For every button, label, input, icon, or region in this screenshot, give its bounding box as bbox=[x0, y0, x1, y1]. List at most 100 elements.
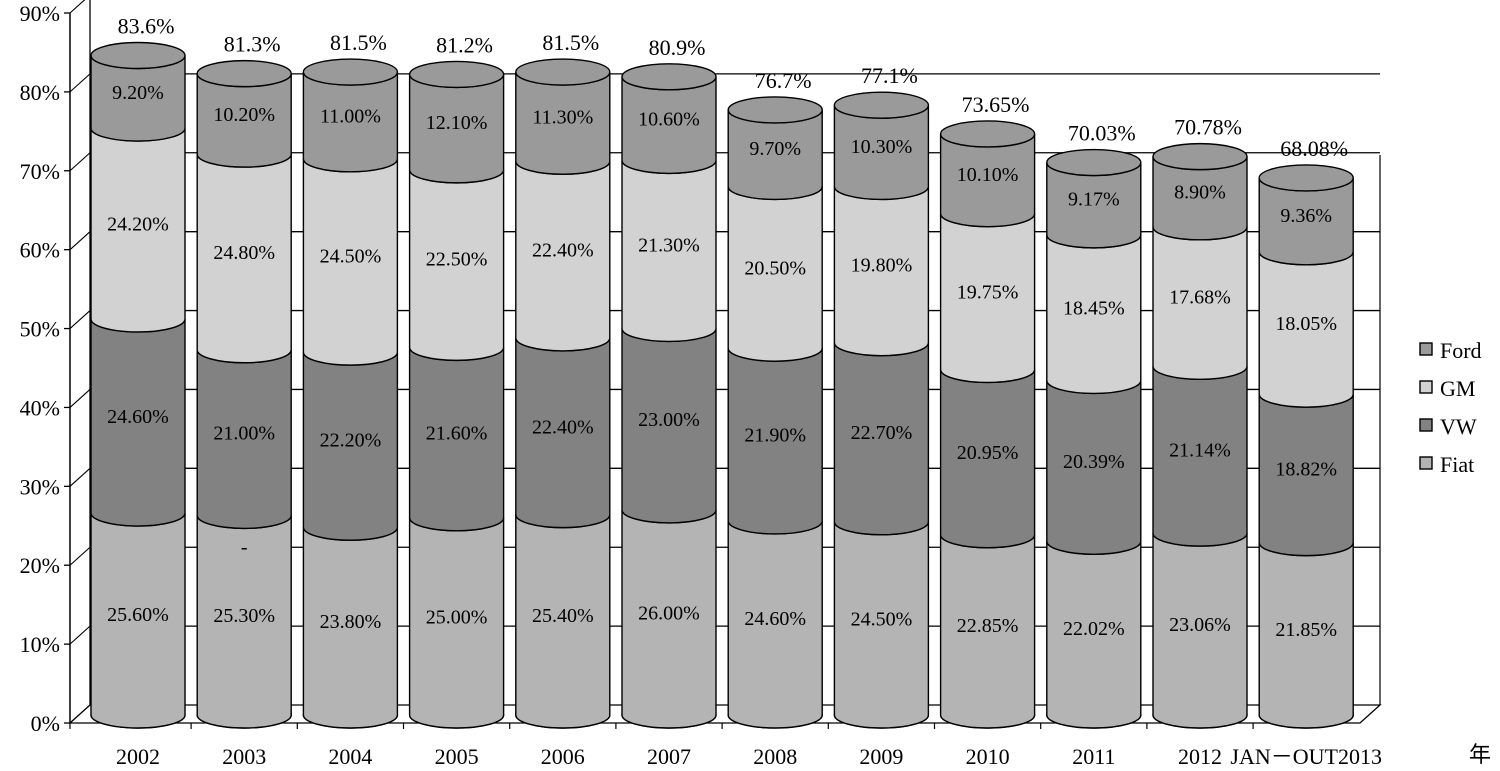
x-tick-label: 2004 bbox=[328, 744, 372, 769]
cylinder-top bbox=[196, 59, 292, 88]
y-depth-tick-2 bbox=[69, 546, 91, 566]
cylinder-top bbox=[515, 58, 611, 86]
data-label-vw: 21.14% bbox=[1169, 440, 1231, 462]
data-label-ford: 10.20% bbox=[213, 104, 275, 126]
data-label-vw: 22.20% bbox=[320, 430, 382, 452]
data-label-gm: 19.75% bbox=[957, 282, 1019, 304]
data-label-fiat: 25.00% bbox=[426, 606, 488, 628]
data-label-fiat: 24.60% bbox=[744, 608, 806, 630]
data-label-fiat: 22.02% bbox=[1063, 618, 1125, 640]
cylinder-top bbox=[727, 96, 823, 124]
data-label-ford: 10.10% bbox=[957, 164, 1019, 186]
data-label-fiat: 25.40% bbox=[532, 605, 594, 627]
x-axis-label: 年 bbox=[1469, 742, 1491, 767]
data-label-fiat: 23.80% bbox=[320, 611, 382, 633]
y-depth-tick-5 bbox=[69, 310, 91, 329]
y-tick-label: 20% bbox=[20, 553, 60, 578]
data-label-vw: 21.60% bbox=[426, 423, 488, 445]
y-depth-tick-4 bbox=[69, 389, 91, 408]
data-label-gm: 18.05% bbox=[1275, 313, 1337, 335]
data-label-ford: 9.36% bbox=[1280, 205, 1332, 227]
labels: 25.60% 24.60% 24.20% 9.20% 83.6% 25.30% 21.00%… bbox=[107, 13, 1348, 640]
data-label-vw: 21.90% bbox=[744, 425, 806, 447]
data-label-ford: 11.00% bbox=[320, 105, 381, 127]
cylinder-top bbox=[621, 63, 717, 91]
data-label-fiat: 22.85% bbox=[957, 615, 1019, 637]
data-label-vw: 20.39% bbox=[1063, 451, 1125, 473]
cylinder-top bbox=[90, 41, 186, 70]
bars bbox=[90, 41, 1354, 729]
data-label-ford: 10.60% bbox=[638, 109, 700, 131]
y-depth-tick-9 bbox=[69, 0, 86, 14]
annotation-mark: - bbox=[241, 536, 248, 558]
total-label: 80.9% bbox=[649, 35, 706, 60]
y-depth-tick-8 bbox=[69, 73, 91, 93]
cylinder-top bbox=[302, 58, 399, 86]
data-label-ford: 9.70% bbox=[749, 138, 801, 160]
y-tick-label: 0% bbox=[31, 711, 60, 736]
total-label: 70.03% bbox=[1068, 121, 1136, 146]
data-label-fiat: 25.30% bbox=[213, 605, 275, 627]
data-label-gm: 22.40% bbox=[532, 240, 594, 262]
data-label-ford: 10.30% bbox=[851, 136, 913, 158]
data-label-vw: 24.60% bbox=[107, 406, 169, 428]
total-label: 73.65% bbox=[962, 92, 1030, 117]
y-depth-tick-7 bbox=[69, 152, 91, 172]
cylinder-top bbox=[833, 91, 930, 119]
data-label-gm: 24.20% bbox=[107, 214, 169, 236]
legend-label-fiat: Fiat bbox=[1440, 452, 1474, 477]
data-label-ford: 9.20% bbox=[112, 82, 164, 104]
legend-label-gm: GM bbox=[1440, 376, 1475, 401]
data-label-vw: 21.00% bbox=[213, 423, 275, 445]
x-tick-label: 2002 bbox=[116, 744, 160, 769]
legend-swatch-gm bbox=[1419, 380, 1433, 394]
data-label-gm: 22.50% bbox=[426, 249, 488, 271]
data-label-fiat: 26.00% bbox=[638, 602, 700, 624]
y-tick-label: 90% bbox=[20, 1, 60, 26]
y-tick-label: 80% bbox=[20, 80, 60, 105]
total-label: 77.1% bbox=[861, 63, 918, 88]
x-tick-label: 2009 bbox=[859, 744, 903, 769]
legend-swatch-fiat bbox=[1419, 456, 1433, 470]
total-label: 70.78% bbox=[1174, 115, 1242, 140]
legend-label-vw: VW bbox=[1440, 414, 1477, 439]
cylinder-top bbox=[1046, 148, 1142, 177]
data-label-gm: 21.30% bbox=[638, 234, 700, 256]
data-label-gm: 17.68% bbox=[1169, 287, 1231, 309]
cylinder-top bbox=[1258, 164, 1354, 192]
y-depth-tick-3 bbox=[69, 467, 91, 487]
cylinder-top bbox=[1152, 142, 1248, 171]
y-tick-label: 60% bbox=[20, 238, 60, 263]
total-label: 81.5% bbox=[542, 30, 599, 55]
data-label-ford: 9.17% bbox=[1068, 189, 1120, 211]
data-label-vw: 22.70% bbox=[851, 422, 913, 444]
legend: Ford GM VW Fiat bbox=[1419, 338, 1482, 477]
y-depth-tick-6 bbox=[69, 231, 91, 251]
y-tick-label: 10% bbox=[20, 632, 60, 657]
x-tick-label: 2003 bbox=[222, 744, 266, 769]
legend-swatch-ford bbox=[1419, 342, 1433, 356]
data-label-ford: 12.10% bbox=[426, 112, 488, 134]
x-tick-label: 2012 bbox=[1178, 744, 1222, 769]
data-label-ford: 8.90% bbox=[1174, 182, 1226, 204]
y-tick-label: 50% bbox=[20, 317, 60, 342]
y-tick-label: 30% bbox=[20, 474, 60, 499]
data-label-gm: 18.45% bbox=[1063, 298, 1125, 320]
x-tick-label: 2010 bbox=[966, 744, 1010, 769]
data-label-vw: 18.82% bbox=[1275, 458, 1337, 480]
x-tick-label: 2005 bbox=[435, 744, 479, 769]
data-label-fiat: 25.60% bbox=[107, 604, 169, 626]
x-tick-label: 2008 bbox=[753, 744, 797, 769]
total-label: 81.3% bbox=[224, 32, 281, 57]
data-label-fiat: 24.50% bbox=[851, 608, 913, 630]
total-label: 81.2% bbox=[436, 32, 493, 57]
data-label-vw: 23.00% bbox=[638, 409, 700, 431]
total-label: 68.08% bbox=[1280, 136, 1348, 161]
cylinder-top bbox=[408, 60, 505, 89]
data-label-gm: 24.80% bbox=[213, 242, 275, 264]
legend-swatch-vw bbox=[1419, 418, 1433, 432]
data-label-vw: 20.95% bbox=[957, 442, 1019, 464]
data-label-fiat: 21.85% bbox=[1275, 619, 1337, 641]
x-tick-label: 2007 bbox=[647, 744, 691, 769]
